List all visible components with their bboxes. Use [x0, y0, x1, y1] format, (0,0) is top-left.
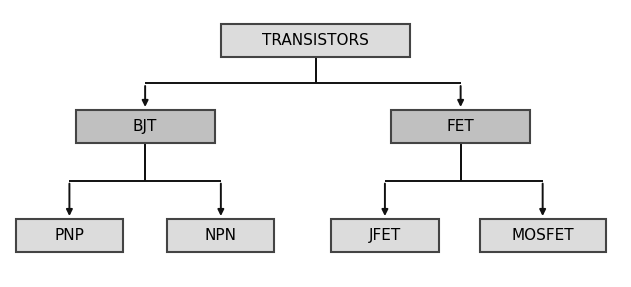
Text: FET: FET: [447, 119, 475, 134]
Bar: [16, 219, 123, 252]
Text: PNP: PNP: [54, 228, 85, 243]
Bar: [391, 110, 530, 143]
Bar: [167, 219, 274, 252]
Text: BJT: BJT: [133, 119, 157, 134]
Text: NPN: NPN: [205, 228, 237, 243]
Text: MOSFET: MOSFET: [511, 228, 574, 243]
Text: JFET: JFET: [369, 228, 401, 243]
Bar: [221, 24, 410, 57]
Text: TRANSISTORS: TRANSISTORS: [262, 33, 369, 48]
Bar: [480, 219, 606, 252]
Bar: [76, 110, 215, 143]
Bar: [331, 219, 439, 252]
